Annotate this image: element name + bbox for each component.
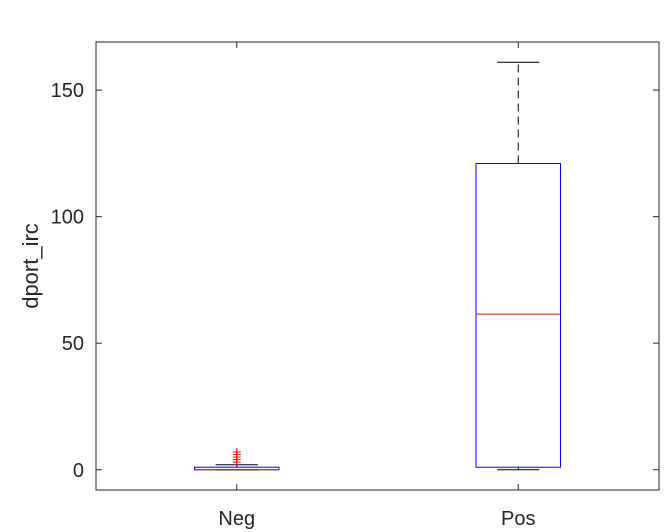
plot-area	[95, 41, 660, 491]
outlier-marker	[232, 448, 241, 457]
x-axis: Neg Pos	[218, 42, 535, 530]
y-tick-label: 50	[62, 333, 84, 355]
x-tick-label: Neg	[218, 508, 255, 530]
y-axis: 0 50 100 150	[51, 80, 659, 482]
y-axis-title: dport_irc	[18, 223, 43, 309]
y-tick-label: 150	[51, 80, 84, 102]
boxes-layer	[194, 61, 561, 471]
box-group-pos	[475, 61, 561, 471]
x-tick-label: Pos	[501, 508, 535, 530]
y-tick-label: 100	[51, 207, 84, 229]
y-tick-label: 0	[73, 460, 84, 482]
box-group-neg	[194, 448, 280, 471]
iqr-box	[475, 162, 561, 468]
